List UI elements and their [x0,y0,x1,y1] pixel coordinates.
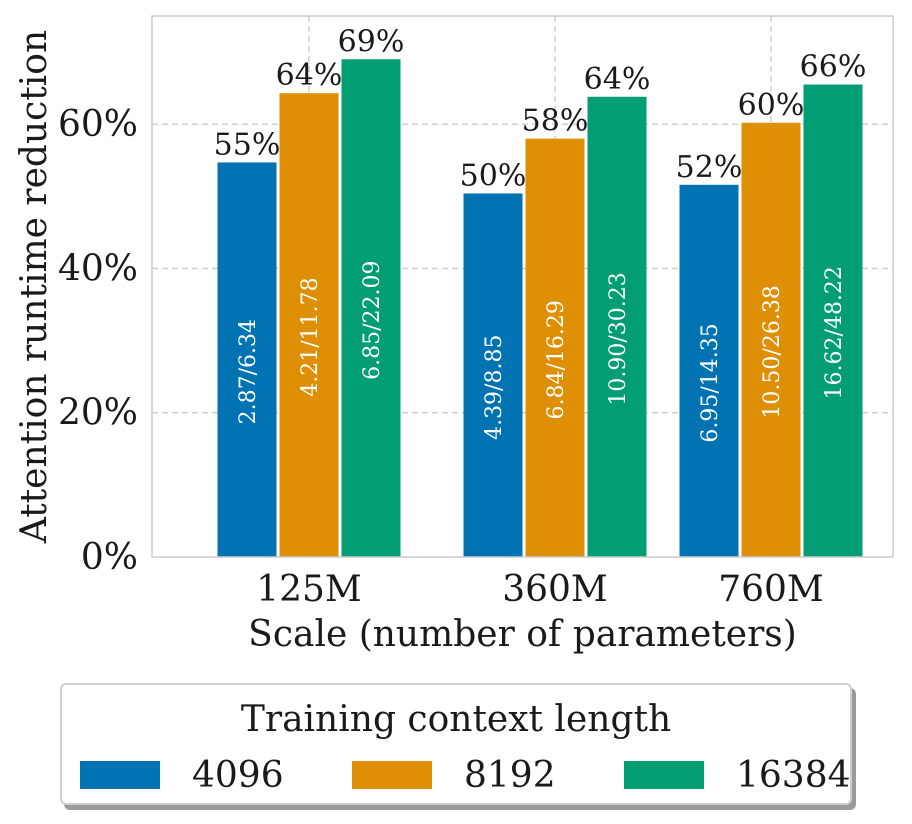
y-tick-label: 0% [81,537,138,578]
bar-inner-label: 10.90/30.23 [606,272,631,405]
bar-inner-label: 6.85/22.09 [360,260,385,379]
y-axis-label: Attention runtime reduction [14,30,55,544]
axes: 0% 20% 40% 60% 125M 360M 760M [58,104,824,610]
x-tick-label: 360M [502,569,608,610]
bar-8192-125M [279,93,339,557]
bar-value-label: 60% [738,88,805,123]
legend-title: Training context length [240,699,672,740]
bar-value-label: 69% [338,24,405,59]
bar-chart: 55% 2.87/6.34 50% 4.39/8.85 52% 6.95/14.35 64%… [14,15,894,655]
bar-inner-label: 10.50/26.38 [760,285,785,418]
y-tick-label: 20% [58,393,138,434]
legend-item-16384: 16384 [624,754,851,796]
bar-value-label: 58% [522,104,589,139]
legend-label-4096: 4096 [192,754,284,796]
y-tick-label: 40% [58,248,138,289]
bar-value-label: 55% [214,127,281,162]
bar-16384-760M [803,84,863,557]
bar-inner-label: 6.84/16.29 [544,300,569,419]
bar-4096-125M [217,162,277,557]
bar-value-label: 64% [584,62,651,97]
legend-label-8192: 8192 [464,754,556,796]
bar-4096-760M [679,184,739,558]
legend: Training context length 4096 8192 16384 [60,683,852,805]
bar-value-label: 66% [800,50,867,85]
legend-item-4096: 4096 [80,754,284,796]
bar-inner-label: 4.21/11.78 [298,277,323,396]
x-tick-label: 125M [256,569,362,610]
bar-inner-label: 6.95/14.35 [698,323,723,442]
legend-swatch-16384 [624,761,704,789]
bars [217,59,863,558]
bar-inner-label: 4.39/8.85 [482,335,507,440]
legend-swatch-4096 [80,761,160,789]
x-tick-label: 760M [718,569,824,610]
bar-labels: 55% 2.87/6.34 50% 4.39/8.85 52% 6.95/14.35 64%… [214,24,867,442]
bar-8192-360M [525,138,585,558]
y-tick-label: 60% [58,104,138,145]
bar-value-label: 52% [676,150,743,185]
bar-inner-label: 16.62/48.22 [822,266,847,399]
legend-item-8192: 8192 [352,754,556,796]
bar-16384-360M [587,96,647,557]
bar-value-label: 64% [276,58,343,93]
legend-swatch-8192 [352,761,432,789]
x-axis-label: Scale (number of parameters) [248,614,797,655]
legend-label-16384: 16384 [736,754,851,796]
bar-8192-760M [741,122,801,558]
bar-16384-125M [341,59,401,557]
bar-value-label: 50% [460,158,527,193]
plot-frame [151,15,894,558]
bar-inner-label: 2.87/6.34 [236,319,261,424]
bar-4096-360M [463,193,523,557]
